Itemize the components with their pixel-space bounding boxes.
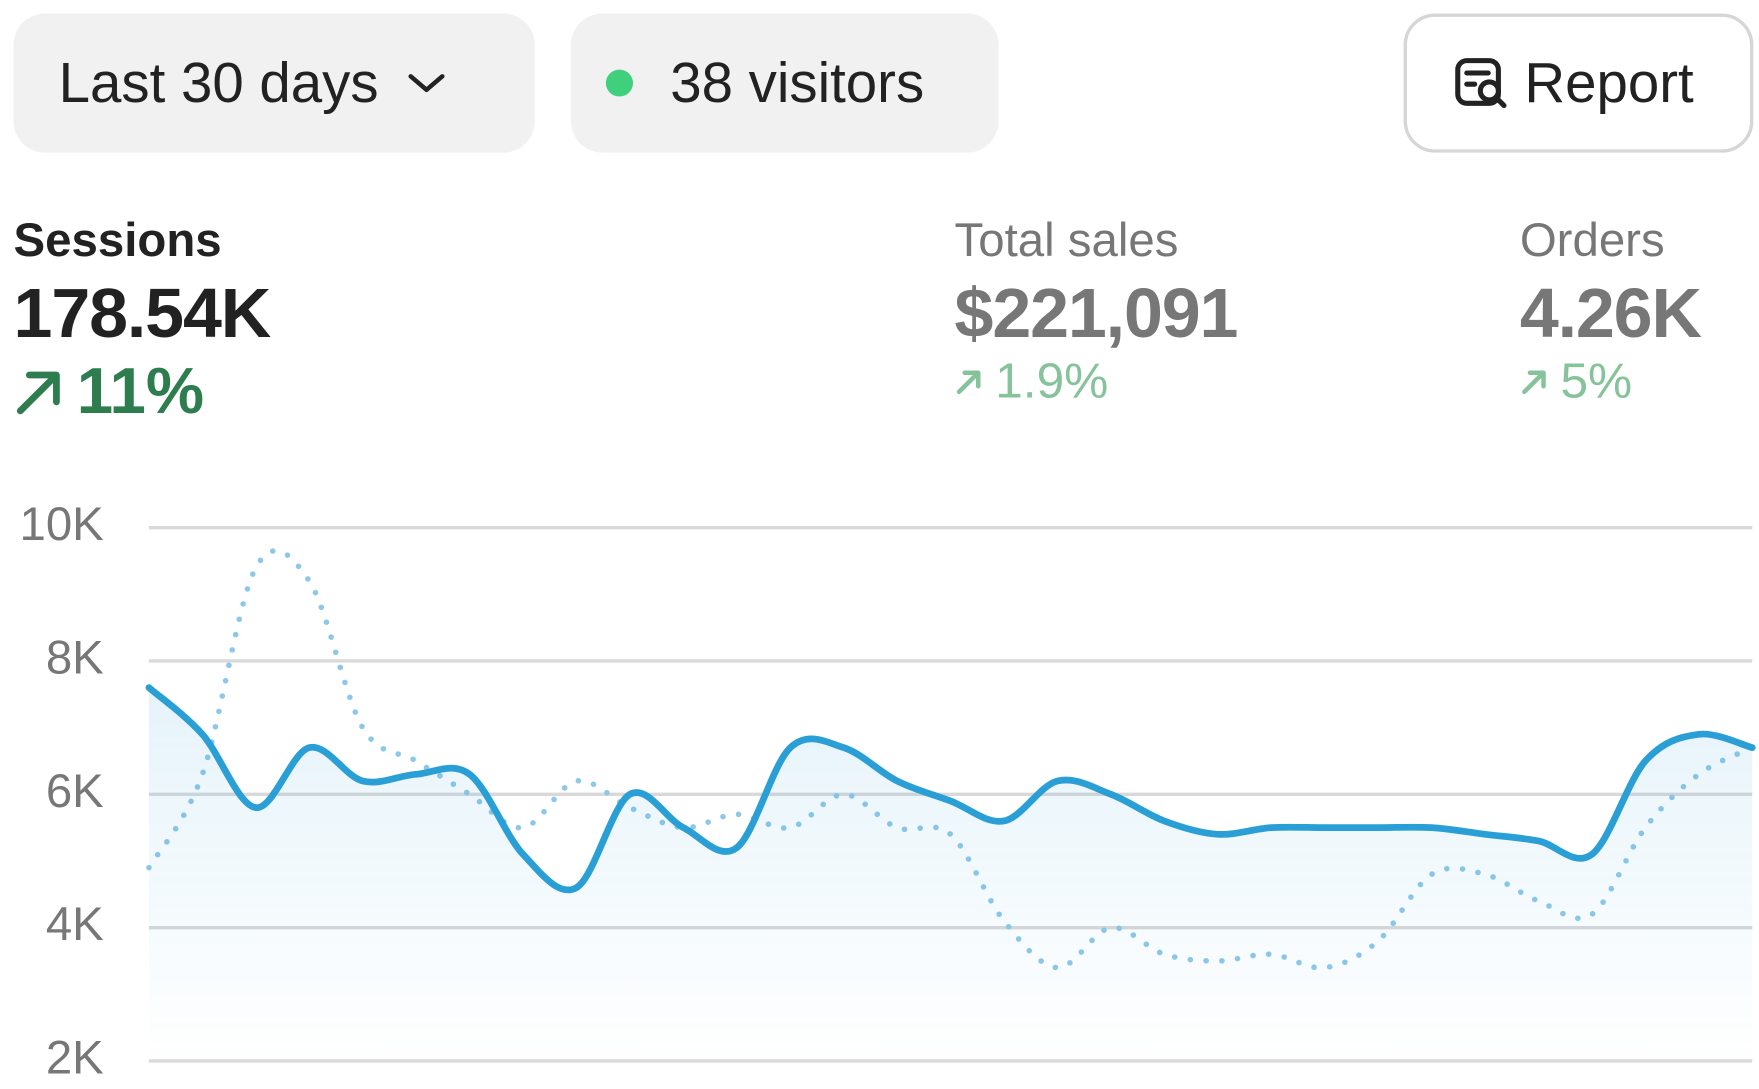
- y-tick-label: 4K: [46, 898, 104, 951]
- report-button[interactable]: Report: [1403, 13, 1754, 153]
- metric-value: 4.26K: [1519, 275, 1702, 353]
- metric-change: 11%: [14, 354, 271, 429]
- metric-change-value: 1.9%: [995, 353, 1109, 409]
- metric-label: Orders: [1519, 213, 1665, 267]
- metric-value: $221,091: [954, 275, 1239, 353]
- metric-change: 1.9%: [955, 354, 1238, 410]
- visitors-button[interactable]: 38 visitors: [570, 13, 999, 153]
- metric-change-value: 5%: [1560, 353, 1633, 409]
- metric-value: 178.54K: [13, 275, 272, 353]
- y-tick-label: 2K: [46, 1032, 104, 1085]
- y-tick-label: 8K: [46, 632, 104, 685]
- metric-total-sales[interactable]: Total sales $221,091 1.9%: [954, 213, 1239, 410]
- y-tick-label: 10K: [19, 498, 103, 551]
- metric-label: Total sales: [954, 213, 1179, 267]
- series-line: [146, 547, 1756, 971]
- metric-orders[interactable]: Orders 4.26K 5%: [1519, 213, 1702, 410]
- live-dot: [605, 69, 633, 97]
- metric-sessions[interactable]: Sessions 178.54K 11%: [13, 213, 272, 429]
- report-icon: [1455, 58, 1507, 109]
- visitors-label: 38 visitors: [670, 51, 925, 115]
- date-range-label: Last 30 days: [58, 51, 379, 115]
- up-arrow-icon: [1522, 370, 1546, 395]
- date-range-button[interactable]: Last 30 days: [13, 13, 535, 153]
- report-label: Report: [1524, 51, 1694, 115]
- up-arrow-icon: [956, 370, 981, 395]
- metric-change: 5%: [1520, 354, 1701, 410]
- y-tick-label: 6K: [46, 765, 104, 818]
- metric-change-value: 11%: [76, 354, 205, 428]
- area: [148, 687, 1753, 1061]
- series-line: [145, 684, 1756, 894]
- metric-label: Sessions: [13, 213, 222, 267]
- up-arrow-icon: [16, 371, 60, 414]
- chevron-icon: [407, 74, 445, 93]
